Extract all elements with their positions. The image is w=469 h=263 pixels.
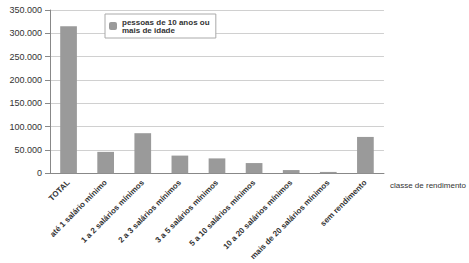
svg-text:TOTAL: TOTAL — [47, 178, 72, 203]
svg-text:pessoas de 10 anos ou: pessoas de 10 anos ou — [122, 17, 212, 27]
svg-text:sem rendimento: sem rendimento — [319, 178, 369, 228]
svg-text:mais de idade: mais de idade — [122, 26, 175, 35]
svg-text:150.000: 150.000 — [9, 98, 42, 108]
svg-text:350.000: 350.000 — [9, 5, 42, 15]
svg-text:até 1 salário mínimo: até 1 salário mínimo — [48, 178, 109, 239]
svg-text:3 a 5 salários mínimos: 3 a 5 salários mínimos — [154, 178, 221, 245]
svg-text:0: 0 — [37, 168, 42, 178]
svg-text:300.000: 300.000 — [9, 28, 42, 38]
svg-text:5 a 10 salários mínimos: 5 a 10 salários mínimos — [188, 178, 258, 248]
svg-text:classe de rendimento: classe de rendimento — [390, 181, 467, 190]
svg-text:1 a 2 salários mínimos: 1 a 2 salários mínimos — [79, 178, 146, 245]
svg-text:2 a 3 salários mínimos: 2 a 3 salários mínimos — [116, 178, 183, 245]
svg-text:50.000: 50.000 — [14, 145, 42, 155]
svg-text:100.000: 100.000 — [9, 122, 42, 132]
svg-text:10 a 20 salários mínimos: 10 a 20 salários mínimos — [221, 178, 294, 251]
svg-text:mais de 20 salários mínimos: mais de 20 salários mínimos — [249, 178, 332, 261]
svg-text:200.000: 200.000 — [9, 75, 42, 85]
svg-text:250.000: 250.000 — [9, 52, 42, 62]
